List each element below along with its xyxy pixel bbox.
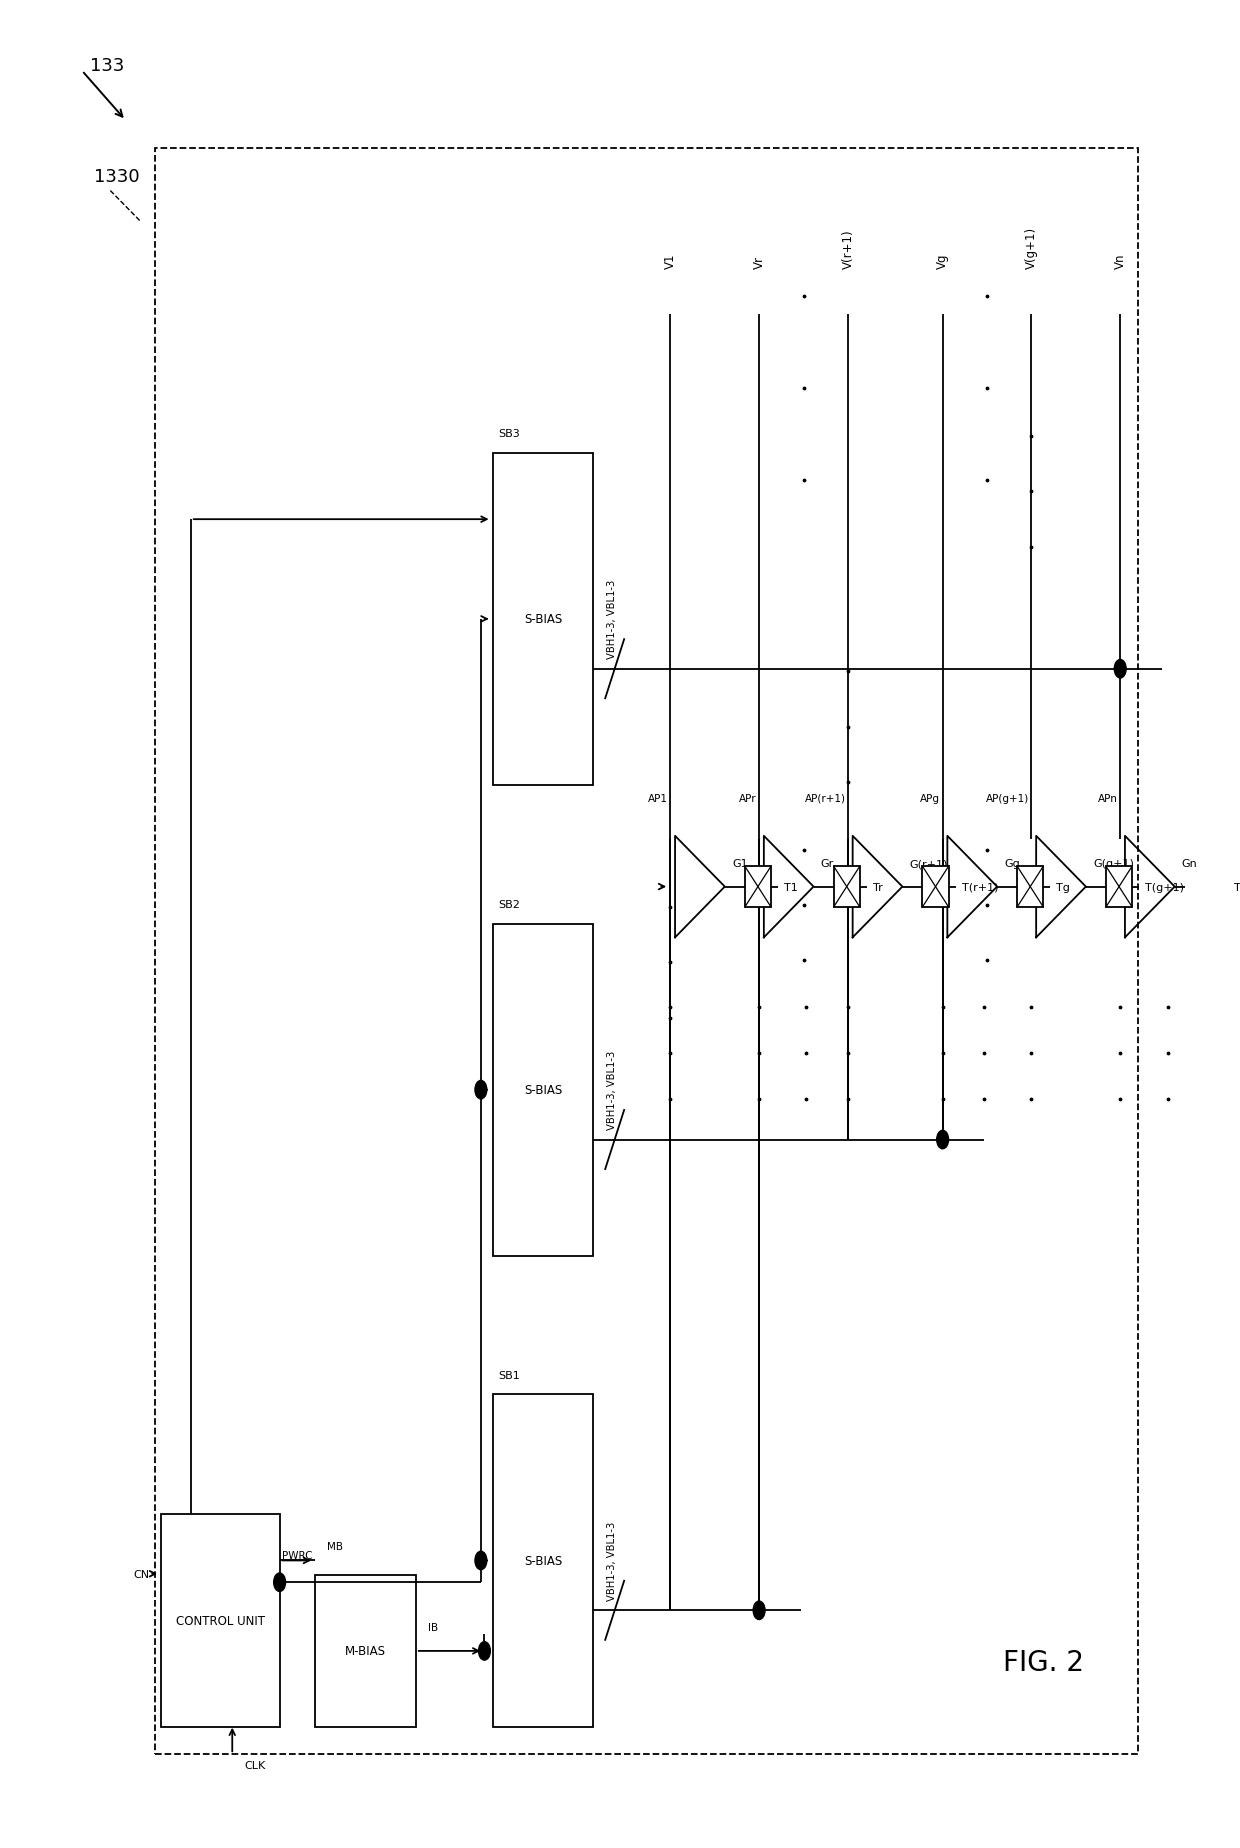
Text: G1: G1 — [732, 859, 748, 869]
Circle shape — [475, 1550, 487, 1569]
Text: M-BIAS: M-BIAS — [345, 1645, 386, 1658]
Text: Tn: Tn — [1234, 881, 1240, 893]
Text: AP(g+1): AP(g+1) — [986, 793, 1029, 804]
Text: G(g+1): G(g+1) — [1092, 859, 1133, 869]
Circle shape — [475, 1081, 487, 1100]
Text: Gr: Gr — [821, 859, 835, 869]
Bar — [492, 453, 594, 785]
Bar — [492, 1395, 594, 1726]
Circle shape — [1115, 660, 1126, 678]
Text: Vn: Vn — [1114, 253, 1127, 270]
Text: T1: T1 — [784, 881, 797, 893]
Text: Vr: Vr — [753, 257, 765, 270]
Text: S-BIAS: S-BIAS — [525, 614, 562, 626]
Text: Vg: Vg — [936, 253, 949, 270]
Text: G(r+1): G(r+1) — [909, 859, 947, 869]
Text: 133: 133 — [91, 57, 124, 76]
Bar — [492, 924, 594, 1257]
Text: V(r+1): V(r+1) — [842, 229, 854, 270]
Circle shape — [274, 1573, 285, 1591]
Text: VBH1-3, VBL1-3: VBH1-3, VBL1-3 — [608, 1050, 618, 1129]
Text: FIG. 2: FIG. 2 — [1003, 1648, 1084, 1676]
Text: IB: IB — [428, 1623, 438, 1632]
Text: 1330: 1330 — [94, 168, 139, 185]
Text: VBH1-3, VBL1-3: VBH1-3, VBL1-3 — [608, 1521, 618, 1600]
Text: T(r+1): T(r+1) — [961, 881, 998, 893]
Bar — [1195, 867, 1221, 907]
Text: V(g+1): V(g+1) — [1025, 227, 1038, 270]
Bar — [161, 1515, 279, 1726]
Text: SB1: SB1 — [498, 1369, 521, 1380]
Bar — [1017, 867, 1043, 907]
Text: Gg: Gg — [1004, 859, 1021, 869]
Text: APr: APr — [739, 793, 756, 804]
Bar — [745, 867, 771, 907]
Circle shape — [936, 1131, 949, 1149]
Text: AP1: AP1 — [649, 793, 668, 804]
Text: Tr: Tr — [873, 881, 883, 893]
Bar — [833, 867, 859, 907]
Bar — [1106, 867, 1132, 907]
Text: VBH1-3, VBL1-3: VBH1-3, VBL1-3 — [608, 580, 618, 660]
Text: AP(r+1): AP(r+1) — [805, 793, 846, 804]
Text: T(g+1): T(g+1) — [1145, 881, 1184, 893]
Text: SB2: SB2 — [498, 900, 521, 909]
Bar — [155, 150, 1138, 1754]
Text: S-BIAS: S-BIAS — [525, 1083, 562, 1096]
Text: SB3: SB3 — [498, 429, 521, 438]
Text: Gn: Gn — [1182, 859, 1198, 869]
Circle shape — [479, 1641, 490, 1660]
Bar — [923, 867, 949, 907]
Text: APg: APg — [920, 793, 940, 804]
Text: V1: V1 — [663, 253, 677, 270]
Bar — [315, 1574, 415, 1726]
Text: S-BIAS: S-BIAS — [525, 1554, 562, 1567]
Text: MB: MB — [327, 1541, 343, 1550]
Text: CONTROL UNIT: CONTROL UNIT — [176, 1613, 265, 1626]
Text: CLK: CLK — [244, 1759, 265, 1770]
Text: Tg: Tg — [1056, 881, 1070, 893]
Text: APn: APn — [1097, 793, 1117, 804]
Text: PWRC: PWRC — [281, 1550, 312, 1560]
Circle shape — [753, 1600, 765, 1619]
Text: CN: CN — [133, 1569, 149, 1578]
